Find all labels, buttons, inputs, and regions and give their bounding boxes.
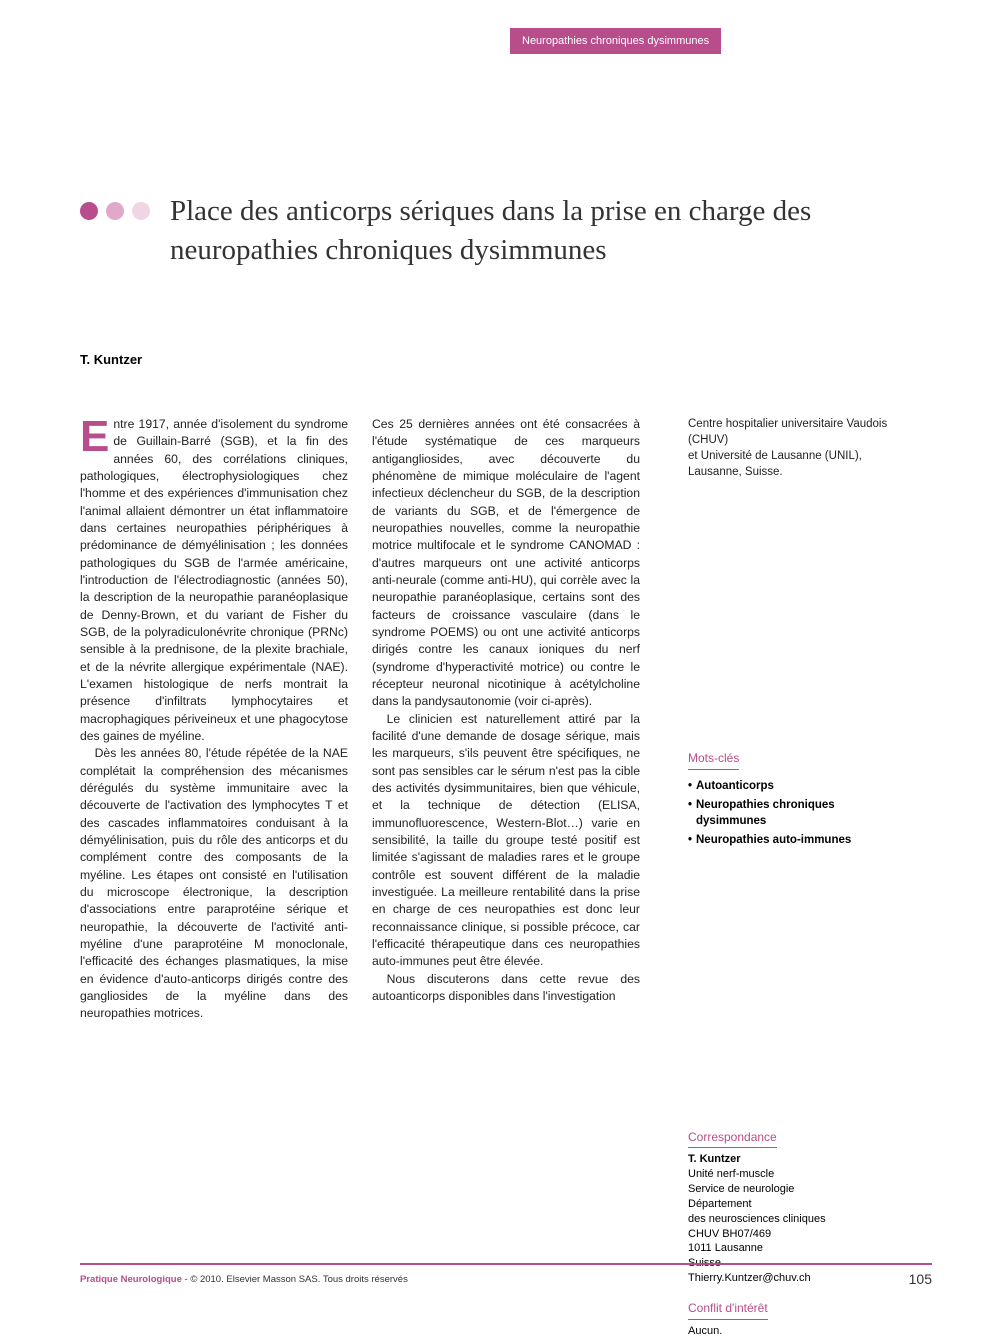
conflict-block: Conflit d'intérêt Aucun.	[688, 1300, 908, 1339]
page-number: 105	[909, 1271, 932, 1287]
title-dots	[80, 202, 150, 220]
footer-left: Pratique Neurologique - © 2010. Elsevier…	[80, 1274, 408, 1285]
col2-para1: Ces 25 dernières années ont été consacré…	[372, 416, 640, 711]
col1-p1-text: ntre 1917, année d'isolement du syndrome…	[80, 417, 348, 743]
keyword-item: Neuropathies chroniques dysimmunes	[688, 797, 908, 829]
footer-journal: Pratique Neurologique	[80, 1274, 182, 1285]
dot-2	[106, 202, 124, 220]
keywords-label: Mots-clés	[688, 750, 739, 770]
conflict-text: Aucun.	[688, 1324, 908, 1339]
column-2: Ces 25 dernières années ont été consacré…	[372, 416, 640, 1022]
conflict-label: Conflit d'intérêt	[688, 1300, 768, 1320]
col1-para1: Entre 1917, année d'isolement du syndrom…	[80, 416, 348, 745]
affiliation: Centre hospitalier universitaire Vaudois…	[688, 416, 908, 480]
keyword-item: Autoanticorps	[688, 778, 908, 794]
col2-para2: Le clinicien est naturellement attiré pa…	[372, 711, 640, 971]
author-name: T. Kuntzer	[80, 352, 142, 367]
keywords-block: Mots-clés Autoanticorps Neuropathies chr…	[688, 750, 908, 848]
article-title: Place des anticorps sériques dans la pri…	[170, 192, 932, 270]
keyword-item: Neuropathies auto-immunes	[688, 832, 908, 848]
sidebar: Centre hospitalier universitaire Vaudois…	[688, 416, 908, 1339]
correspondence-label: Correspondance	[688, 1129, 777, 1149]
keywords-list: Autoanticorps Neuropathies chroniques dy…	[688, 778, 908, 848]
footer-copyright: - © 2010. Elsevier Masson SAS. Tous droi…	[182, 1274, 408, 1285]
column-1: Entre 1917, année d'isolement du syndrom…	[80, 416, 348, 1022]
category-badge: Neuropathies chroniques dysimmunes	[510, 28, 721, 54]
col1-para2: Dès les années 80, l'étude répétée de la…	[80, 745, 348, 1022]
dot-1	[80, 202, 98, 220]
page-footer: Pratique Neurologique - © 2010. Elsevier…	[80, 1263, 932, 1287]
body-columns: Entre 1917, année d'isolement du syndrom…	[80, 416, 640, 1022]
dropcap: E	[80, 418, 109, 455]
col2-para3: Nous discuterons dans cette revue des au…	[372, 971, 640, 1006]
dot-3	[132, 202, 150, 220]
title-row: Place des anticorps sériques dans la pri…	[80, 192, 932, 270]
